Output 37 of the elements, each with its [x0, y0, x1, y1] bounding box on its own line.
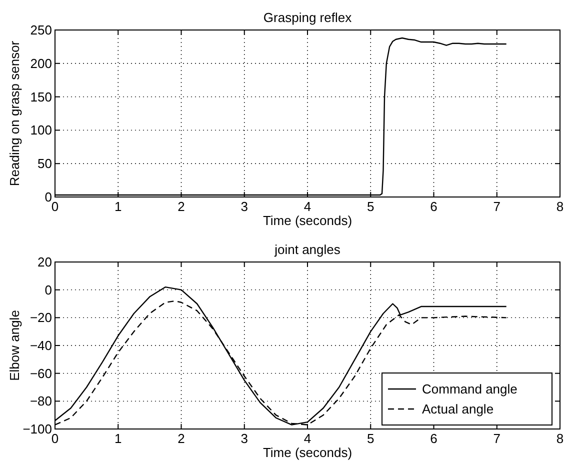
y-tick-label: −80 — [30, 394, 52, 409]
x-tick-label: 7 — [493, 199, 500, 214]
y-tick-label: 0 — [44, 190, 52, 204]
legend-label: Actual angle — [422, 402, 494, 416]
y-tick-label: 20 — [38, 254, 52, 270]
y-tick-label: 0 — [44, 282, 52, 298]
x-tick-label: 1 — [114, 199, 122, 214]
x-tick-label: 7 — [493, 431, 500, 446]
y-tick-label: −40 — [30, 338, 52, 353]
y-tick-label: 50 — [38, 156, 52, 172]
y-tick-label: 200 — [30, 56, 52, 71]
chart-title: joint angles — [274, 242, 341, 257]
x-tick-label: 3 — [240, 431, 248, 446]
y-tick-label: 100 — [30, 122, 52, 138]
y-tick-label: 150 — [30, 89, 52, 104]
x-tick-label: 2 — [178, 199, 185, 214]
legend-label: Command angle — [422, 382, 518, 396]
x-axis-title: Time (seconds) — [262, 213, 352, 228]
y-axis-title: Reading on grasp sensor — [7, 40, 22, 186]
chart-title: Grasping reflex — [263, 10, 352, 25]
x-tick-label: 1 — [114, 431, 122, 446]
x-tick-label: 6 — [430, 199, 438, 214]
x-tick-label: 8 — [556, 431, 564, 446]
x-tick-label: 5 — [367, 431, 374, 446]
y-tick-label: −20 — [30, 310, 52, 326]
x-tick-label: 4 — [304, 199, 312, 214]
x-tick-label: 6 — [430, 431, 438, 446]
x-tick-label: 8 — [556, 199, 564, 214]
x-axis-title: Time (seconds) — [262, 445, 352, 460]
y-tick-label: 250 — [30, 22, 52, 38]
x-tick-label: 5 — [367, 199, 374, 214]
x-tick-label: 3 — [240, 199, 248, 214]
y-tick-label: −100 — [22, 422, 52, 436]
x-tick-label: 4 — [304, 431, 312, 446]
y-tick-label: −60 — [30, 366, 52, 381]
y-axis-title: Elbow angle — [7, 310, 22, 381]
x-tick-label: 2 — [178, 431, 185, 446]
